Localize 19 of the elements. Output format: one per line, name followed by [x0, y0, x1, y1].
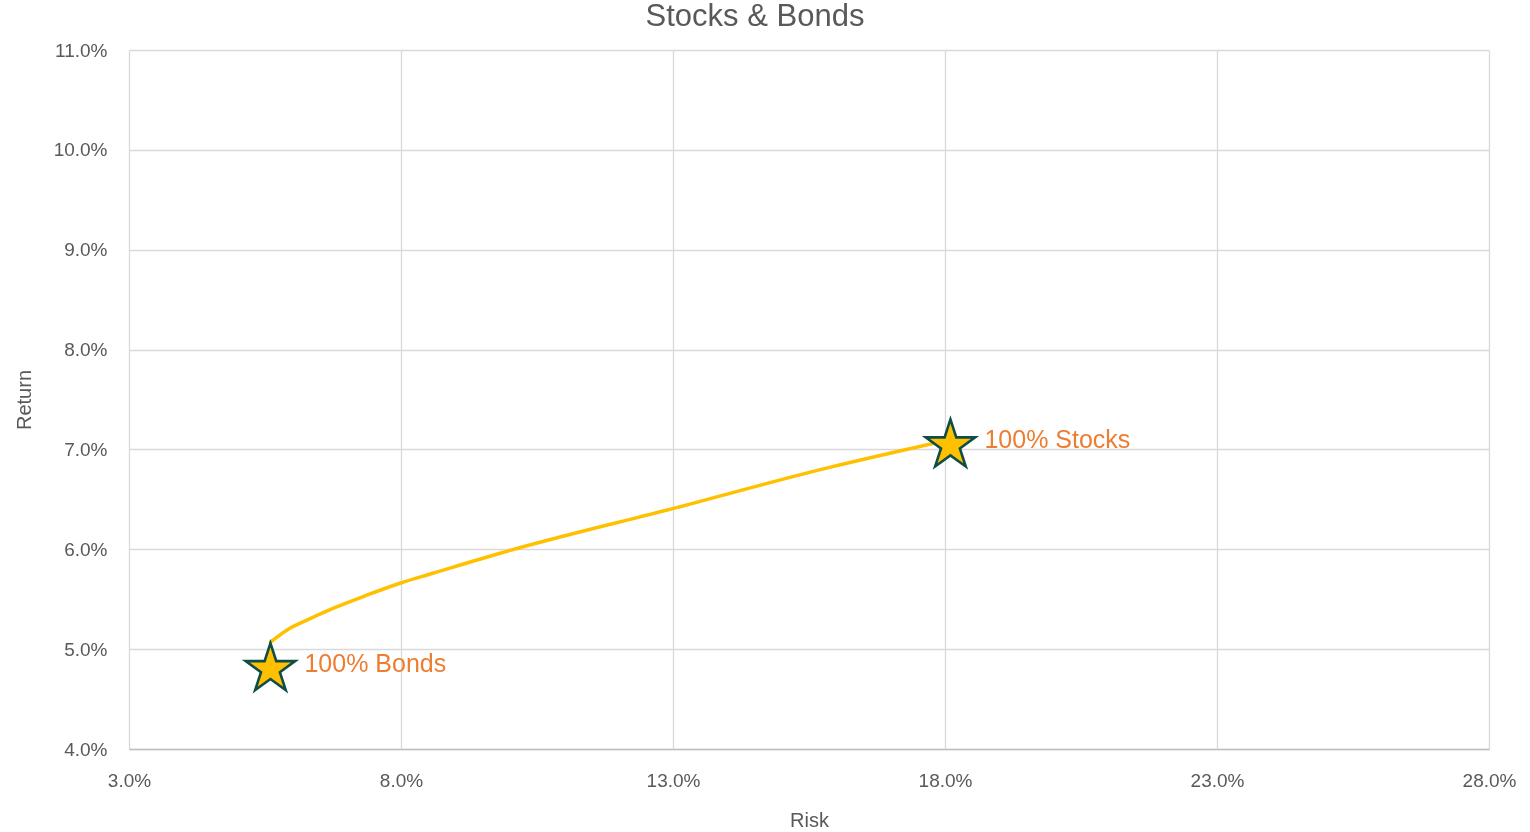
y-axis-title: Return [12, 369, 35, 431]
annotation: 100% Stocks [984, 425, 1131, 454]
y-tick-label: 7.0% [64, 438, 108, 460]
y-tick-label: 4.0% [64, 738, 108, 760]
y-tick-label: 11.0% [55, 39, 108, 61]
x-tick-label: 8.0% [379, 769, 424, 791]
x-tick-label: 18.0% [918, 769, 973, 791]
y-tick-label: 5.0% [64, 638, 108, 660]
y-tick-label: 6.0% [64, 538, 108, 560]
x-tick-label: 13.0% [646, 769, 701, 791]
y-tick-label: 10.0% [53, 139, 108, 161]
x-tick-label: 23.0% [1190, 769, 1245, 791]
x-tick-label: 28.0% [1462, 769, 1517, 791]
y-tick-label: 9.0% [64, 239, 108, 261]
x-tick-label: 3.0% [107, 769, 152, 791]
chart-title: Stocks & Bonds [645, 0, 865, 33]
annotation: 100% Bonds [304, 649, 447, 678]
y-tick-label: 8.0% [64, 339, 108, 361]
x-axis-title: Risk [790, 808, 830, 831]
